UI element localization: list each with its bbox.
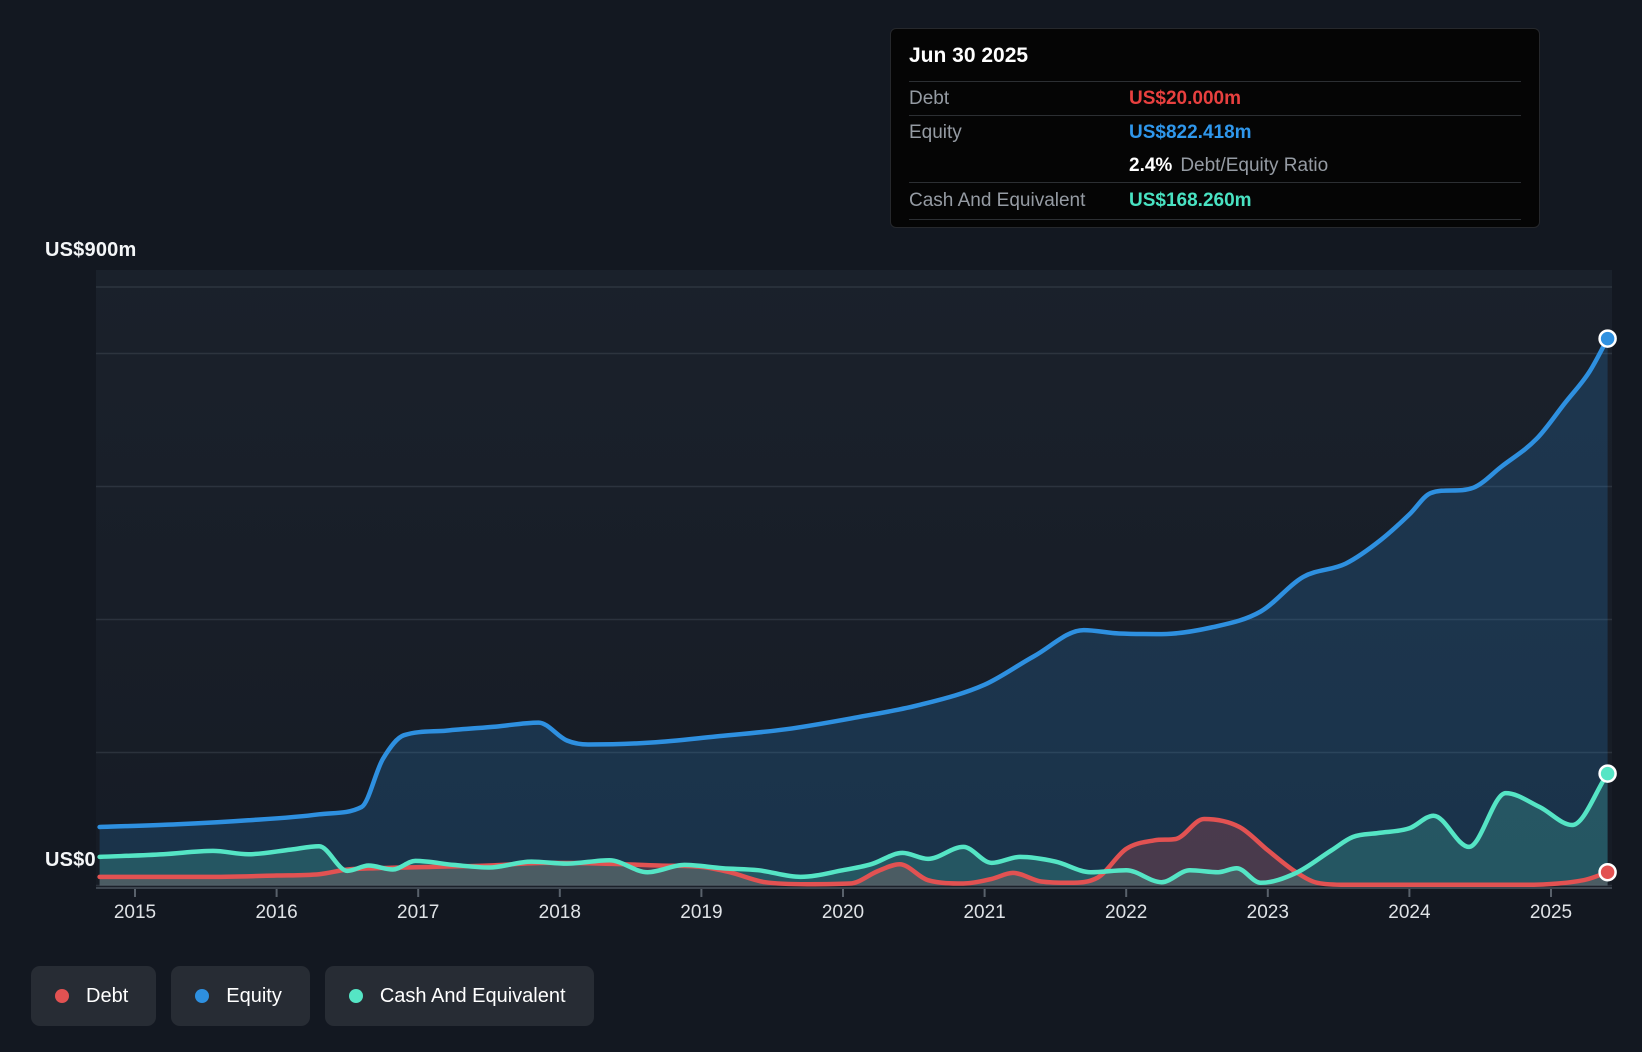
date-tooltip: Jun 30 2025 Debt US$20.000m Equity US$82…: [890, 28, 1540, 228]
y-axis-label-900m: US$900m: [45, 239, 137, 261]
tooltip-date: Jun 30 2025: [909, 44, 1029, 67]
debt-line[interactable]: [97, 816, 1610, 888]
tooltip-ratio-row: 2.4% Debt/Equity Ratio: [909, 149, 1521, 182]
cash-line[interactable]: [97, 771, 1610, 886]
chart-legend: Debt Equity Cash And Equivalent: [31, 966, 594, 1026]
legend-item-equity-label: Equity: [226, 984, 282, 1007]
x-axis-label-2025: 2025: [1530, 902, 1572, 923]
equity-endpoint-dot[interactable]: [1598, 329, 1617, 348]
tooltip-debt-value: US$20.000m: [1129, 87, 1241, 109]
tooltip-equity-row: Equity US$822.418m: [909, 115, 1521, 149]
legend-item-cash[interactable]: Cash And Equivalent: [324, 966, 594, 1026]
tooltip-debt-label: Debt: [909, 87, 950, 109]
y-axis-label-0: US$0: [45, 849, 96, 871]
equity-area: [99, 338, 1608, 886]
tooltip-ratio-value: 2.4%: [1129, 154, 1173, 176]
equity-series-dot-icon: [195, 989, 210, 1003]
legend-item-cash-label: Cash And Equivalent: [379, 984, 566, 1007]
legend-item-debt-label: Debt: [86, 984, 129, 1007]
debt-series-dot-icon: [55, 989, 69, 1003]
tooltip-equity-value: US$822.418m: [1129, 121, 1252, 143]
x-axis-label-2022: 2022: [1105, 902, 1147, 923]
cash-endpoint-dot[interactable]: [1598, 764, 1617, 783]
plot-panel: [96, 270, 1612, 888]
equity-line[interactable]: [97, 336, 1610, 830]
tooltip-cash-label: Cash And Equivalent: [909, 190, 1086, 211]
legend-item-debt[interactable]: Debt: [31, 966, 157, 1026]
x-axis-label-2019: 2019: [680, 902, 722, 923]
tooltip-debt-row: Debt US$20.000m: [909, 81, 1521, 115]
tooltip-ratio-label: Debt/Equity Ratio: [1180, 154, 1329, 176]
legend-item-equity[interactable]: Equity: [171, 966, 310, 1026]
x-axis-label-2018: 2018: [539, 902, 581, 923]
tooltip-cash-value: US$168.260m: [1129, 190, 1252, 211]
x-axis-label-2015: 2015: [114, 902, 156, 923]
cash-series-dot-icon: [348, 989, 363, 1003]
x-axis-label-2021: 2021: [963, 902, 1005, 923]
debt-endpoint-dot[interactable]: [1598, 862, 1617, 882]
x-axis-label-2016: 2016: [255, 902, 297, 923]
x-axis-label-2024: 2024: [1388, 902, 1431, 923]
x-axis-label-2023: 2023: [1247, 902, 1289, 923]
tooltip-equity-label: Equity: [909, 121, 962, 143]
x-axis-label-2020: 2020: [822, 902, 864, 923]
x-axis-label-2017: 2017: [397, 902, 439, 923]
tooltip-cash-row: Cash And Equivalent US$168.260m: [909, 182, 1521, 220]
